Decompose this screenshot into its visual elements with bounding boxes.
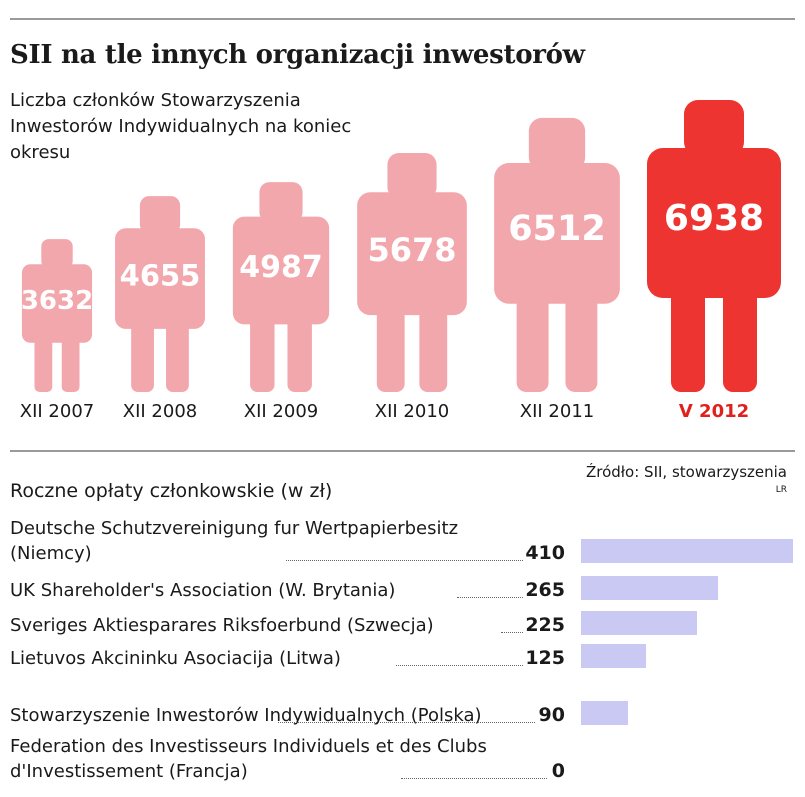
fee-value-label: 265	[525, 579, 565, 601]
person-leg-right	[61, 336, 80, 392]
period-tick-label: XII 2011	[520, 401, 594, 422]
person-leg-left	[131, 320, 154, 392]
fee-value-label: 125	[525, 647, 565, 669]
fee-leader-dots	[457, 597, 523, 598]
fee-leader-dots	[396, 665, 523, 666]
credit-note: LR	[775, 485, 787, 495]
person-mark-3: 5678	[357, 153, 467, 392]
fee-leader-dots	[286, 560, 523, 561]
person-leg-right	[565, 292, 598, 392]
chart-subtitle: Liczba członków Stowarzyszenia Inwestoró…	[10, 90, 352, 163]
person-value-label: 6512	[508, 209, 605, 249]
person-leg-left	[671, 286, 705, 392]
person-value-label: 5678	[367, 231, 456, 269]
members-pictogram-chart: 3632 XII 2007 4655 XII 2008 4987 XII 2009 5678…	[20, 100, 781, 422]
person-value-label: 4987	[239, 250, 323, 285]
fee-organization-label: Deutsche Schutzvereinigung fur Wertpapie…	[10, 518, 459, 564]
person-leg-right	[723, 286, 757, 392]
fee-leader-dots	[501, 632, 523, 633]
fee-bar	[581, 611, 698, 635]
fee-bar	[581, 539, 793, 563]
source-note: Źródło: SII, stowarzyszenia	[585, 463, 787, 481]
person-leg-left	[376, 305, 405, 392]
person-mark-1: 4655	[115, 196, 205, 392]
fee-row: Lietuvos Akcininku Asociacija (Litwa) 125	[10, 518, 795, 671]
person-head	[387, 153, 437, 199]
person-torso	[21, 264, 93, 343]
fees-title: Roczne opłaty członkowskie (w zł)	[10, 480, 333, 502]
fee-bar	[581, 644, 646, 668]
fee-organization-label: Sveriges Aktiesparares Riksfoerbund (Szw…	[10, 615, 434, 636]
middle-rule	[10, 450, 795, 452]
person-torso	[494, 162, 620, 304]
person-leg-left	[516, 292, 549, 392]
person-leg-left	[250, 315, 275, 392]
fee-leader-dots	[401, 778, 547, 779]
fee-bar	[581, 576, 719, 600]
person-leg-right	[287, 315, 312, 392]
period-tick-label: V 2012	[679, 401, 749, 422]
fee-organization-label: Stowarzyszenie Inwestorów Indywidualnych…	[10, 705, 482, 726]
fee-organization-label: Lietuvos Akcininku Asociacija (Litwa)	[10, 648, 341, 669]
person-leg-right	[166, 320, 189, 392]
top-rule	[10, 18, 795, 20]
person-mark-2: 4987	[232, 182, 330, 392]
fee-row: Stowarzyszenie Inwestorów Indywidualnych…	[10, 518, 795, 728]
fee-value-label: 410	[525, 542, 565, 564]
person-torso	[647, 148, 781, 298]
fee-value-label: 90	[538, 704, 565, 726]
person-value-label: 6938	[664, 198, 764, 239]
fee-value-label: 0	[551, 760, 565, 782]
fee-organization-label: UK Shareholder's Association (W. Brytani…	[10, 580, 396, 601]
person-value-label: 3632	[21, 286, 93, 316]
person-head	[139, 196, 181, 234]
person-value-label: 4655	[120, 259, 201, 293]
person-torso	[357, 192, 467, 316]
chart-title: SII na tle innych organizacji inwestorów	[10, 40, 585, 70]
person-leg-left	[34, 336, 53, 392]
fee-row: UK Shareholder's Association (W. Brytani…	[10, 518, 795, 603]
fee-bar	[581, 701, 628, 725]
fee-leader-dots	[278, 722, 535, 723]
fee-row: Sveriges Aktiesparares Riksfoerbund (Szw…	[10, 518, 795, 638]
person-head	[41, 239, 73, 269]
person-mark-4: 6512	[494, 117, 620, 392]
person-leg-right	[419, 305, 448, 392]
person-mark-5: 6938	[647, 100, 781, 392]
fee-row: Federation des Investisseurs Individuels…	[10, 518, 795, 784]
period-tick-label: XII 2008	[123, 401, 197, 422]
fee-organization-label: Federation des Investisseurs Individuels…	[10, 736, 487, 782]
fee-value-label: 225	[525, 614, 565, 636]
person-head	[684, 100, 744, 156]
person-head	[528, 117, 586, 171]
period-tick-label: XII 2009	[244, 401, 318, 422]
person-head	[259, 182, 303, 223]
period-tick-label: XII 2010	[375, 401, 449, 422]
person-mark-0: 3632	[21, 239, 93, 392]
person-torso	[115, 228, 205, 329]
person-torso	[232, 216, 330, 325]
period-tick-label: XII 2007	[20, 401, 94, 422]
fee-row: Deutsche Schutzvereinigung fur Wertpapie…	[10, 518, 795, 566]
